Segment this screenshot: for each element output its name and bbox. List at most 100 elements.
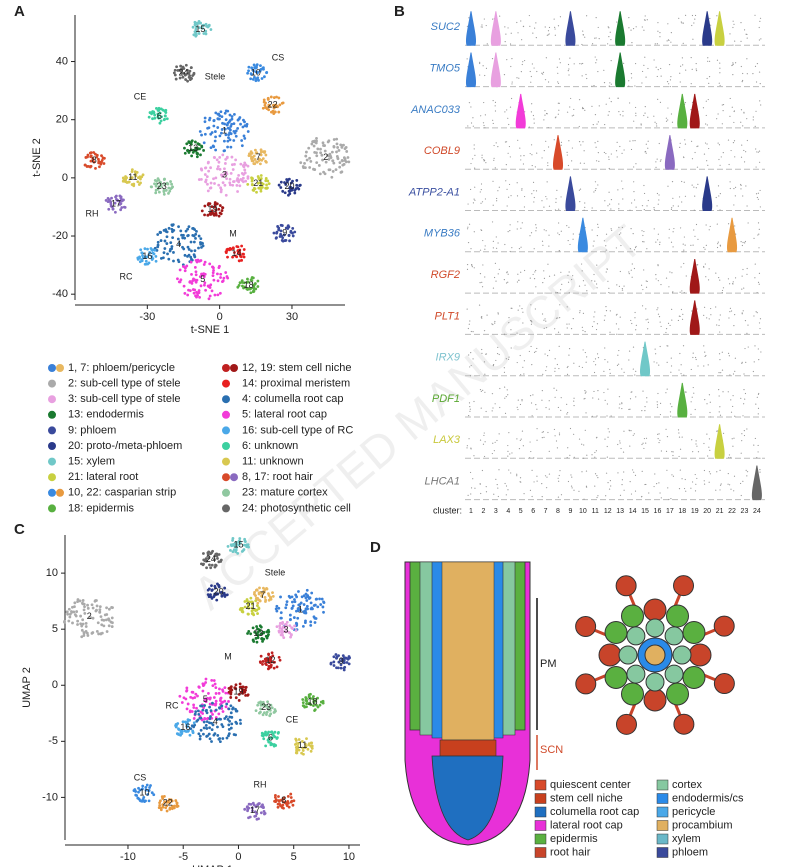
expr-dot xyxy=(656,43,658,45)
expr-dot xyxy=(597,477,599,479)
cell-dot xyxy=(183,291,187,295)
expr-dot xyxy=(485,162,487,164)
cell-dot xyxy=(259,148,263,152)
expr-dot xyxy=(666,40,668,42)
cell-dot xyxy=(187,75,191,79)
cell-dot xyxy=(224,715,228,719)
cell-dot xyxy=(82,608,86,612)
expr-dot xyxy=(494,403,496,405)
cell-dot xyxy=(255,151,259,155)
expr-dot xyxy=(734,62,737,64)
cell-dot xyxy=(191,25,195,29)
cell-dot xyxy=(163,117,167,121)
expr-dot xyxy=(481,317,483,319)
cell-dot xyxy=(229,171,233,175)
cell-dot xyxy=(243,168,247,172)
cell-dot xyxy=(216,272,219,276)
cell-dot xyxy=(138,175,142,179)
cell-dot xyxy=(82,634,86,637)
cell-dot xyxy=(230,163,234,167)
expr-dot xyxy=(473,267,475,269)
cluster-tick-label: 12 xyxy=(604,508,612,515)
cell-dot xyxy=(219,558,223,562)
cell-dot xyxy=(211,713,214,716)
expr-dot xyxy=(571,278,573,281)
expr-dot xyxy=(615,247,617,249)
cell-dot xyxy=(191,690,195,694)
expr-dot xyxy=(718,144,721,146)
expr-dot xyxy=(597,223,599,225)
legend-dot xyxy=(222,473,230,482)
cell-dot xyxy=(306,747,310,751)
cell-dot xyxy=(238,682,242,686)
expr-dot xyxy=(498,433,500,435)
expr-dot xyxy=(732,283,734,285)
expr-dot xyxy=(522,445,524,447)
cell-dot xyxy=(237,692,241,696)
cell-dot xyxy=(190,281,194,285)
expr-dot xyxy=(520,155,522,157)
expr-dot xyxy=(758,283,760,285)
epidermis-cell xyxy=(666,682,689,706)
legend-dot xyxy=(222,364,230,372)
cell-dot xyxy=(240,686,244,689)
violin xyxy=(702,176,713,211)
legend-label: 9: phloem xyxy=(68,424,116,436)
expr-dot xyxy=(596,353,599,355)
expr-dot xyxy=(694,14,697,17)
cell-dot xyxy=(277,629,281,633)
expr-dot xyxy=(533,481,535,483)
expr-dot xyxy=(517,139,519,141)
expr-dot xyxy=(672,246,674,248)
cell-dot xyxy=(343,665,347,669)
expr-dot xyxy=(567,164,570,167)
cluster-tick-label: 9 xyxy=(568,508,572,515)
legend-label: 4: columella root cap xyxy=(242,393,344,405)
expr-dot xyxy=(541,240,544,242)
expr-dot xyxy=(745,151,747,153)
expr-dot xyxy=(683,181,685,183)
expr-dot xyxy=(659,243,661,246)
expr-dot xyxy=(547,164,549,167)
cell-dot xyxy=(100,623,104,627)
expr-dot xyxy=(623,285,625,287)
expr-dot xyxy=(543,229,545,231)
expr-dot xyxy=(655,241,657,243)
expr-dot xyxy=(641,305,644,307)
cell-dot xyxy=(347,662,351,666)
cluster-label: 5 xyxy=(203,694,208,704)
cell-dot xyxy=(214,699,218,703)
cell-dot xyxy=(264,600,267,603)
expr-dot xyxy=(567,365,569,368)
cell-dot xyxy=(136,180,140,184)
cell-dot xyxy=(288,618,292,622)
cell-dot xyxy=(165,242,169,245)
cluster xyxy=(104,194,127,214)
cluster-label: 13 xyxy=(253,628,263,638)
expr-dot xyxy=(659,345,661,348)
expr-dot xyxy=(646,248,648,250)
expr-dot xyxy=(657,313,660,315)
cell-dot xyxy=(83,163,87,167)
cell-dot xyxy=(159,107,163,111)
expr-dot xyxy=(709,411,711,414)
expr-dot xyxy=(721,351,723,353)
cell-dot xyxy=(91,631,95,634)
expr-dot xyxy=(729,283,731,285)
expr-dot xyxy=(641,410,643,412)
expr-dot xyxy=(695,187,697,189)
cell-dot xyxy=(193,266,197,269)
expr-dot xyxy=(707,57,709,59)
expr-dot xyxy=(691,184,693,186)
cell-dot xyxy=(80,635,84,639)
cluster xyxy=(243,801,267,821)
cell-dot xyxy=(272,96,276,99)
expr-dot xyxy=(635,206,637,208)
expr-dot xyxy=(496,200,498,202)
expr-dot xyxy=(658,199,660,201)
root-hair-tip xyxy=(575,615,597,637)
cell-dot xyxy=(289,229,293,233)
cell-dot xyxy=(153,182,156,186)
cell-dot xyxy=(268,708,272,712)
expr-dot xyxy=(471,266,473,268)
